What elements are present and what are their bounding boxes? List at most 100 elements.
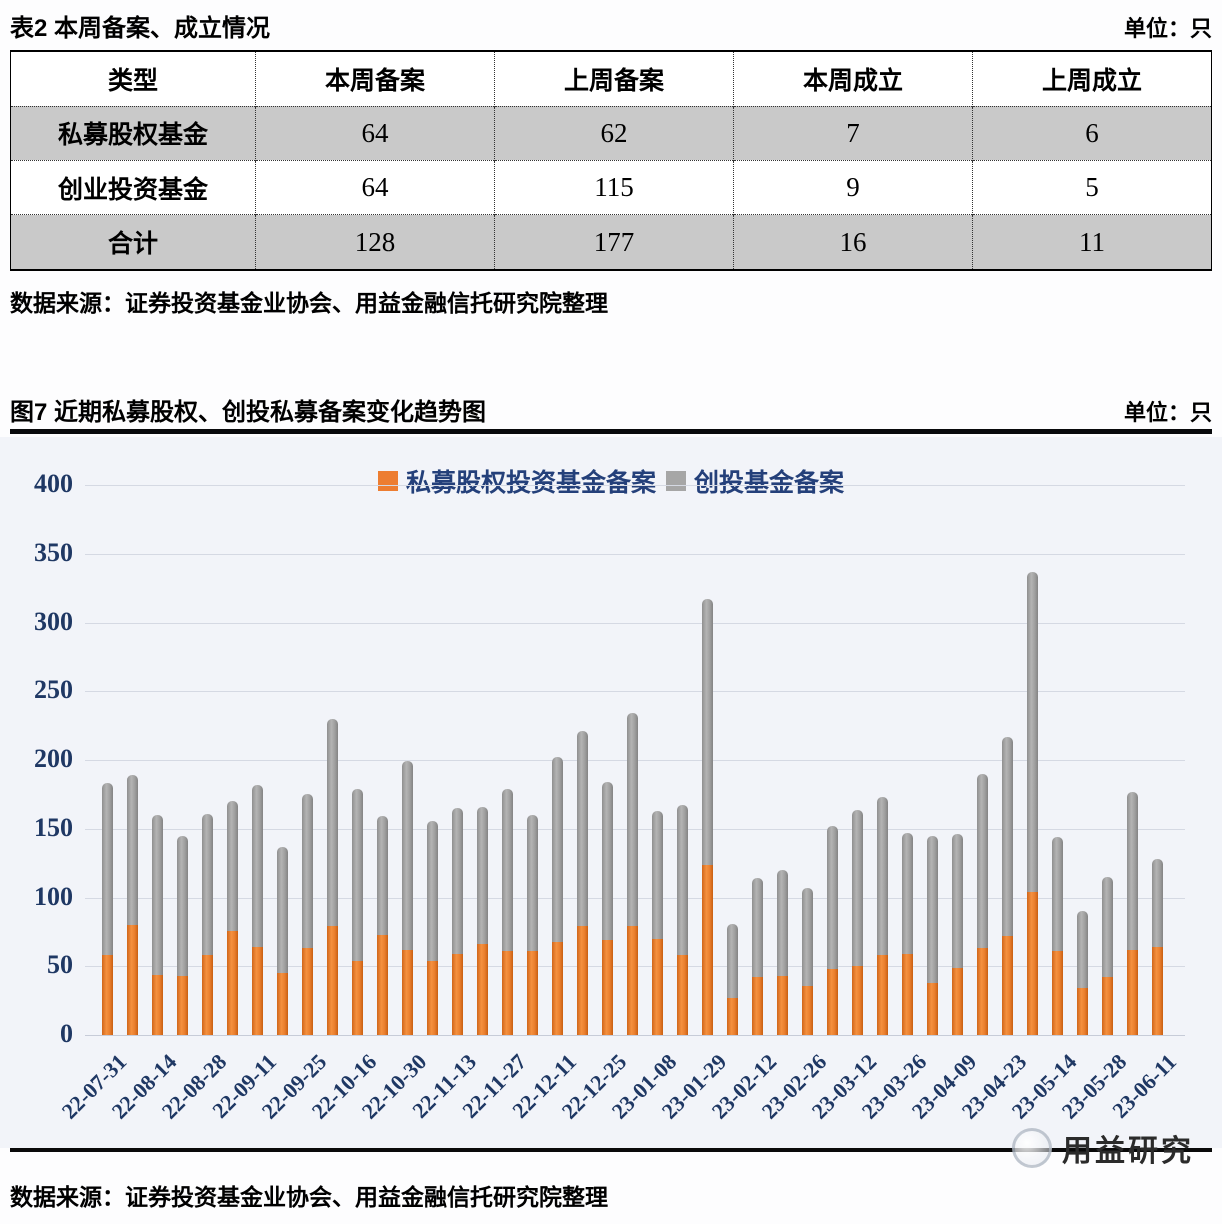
chart-source: 数据来源：证券投资基金业协会、用益金融信托研究院整理 <box>10 1184 608 1210</box>
column-header: 上周成立 <box>971 51 1212 107</box>
stacked-bar <box>1002 736 1013 1035</box>
y-axis-tick-label: 150 <box>34 812 73 842</box>
stacked-bar <box>227 801 238 1035</box>
stacked-bar <box>1027 571 1038 1035</box>
pe-fund-segment <box>952 967 963 1035</box>
vc-fund-segment <box>402 761 413 950</box>
table-header-row: 类型 本周备案 上周备案 本周成立 上周成立 <box>11 51 1212 107</box>
stacked-bar <box>977 773 988 1035</box>
vc-fund-segment <box>752 878 763 978</box>
vc-fund-segment <box>902 832 913 954</box>
table-unit-label: 单位：只 <box>1123 16 1212 41</box>
row-label: 合计 <box>10 214 256 270</box>
pe-fund-segment <box>377 934 388 1035</box>
stacked-bar <box>752 878 763 1035</box>
stacked-bar <box>702 599 713 1035</box>
y-axis-tick-label: 300 <box>34 606 73 636</box>
pe-fund-segment <box>577 926 588 1035</box>
vc-fund-segment <box>502 788 513 952</box>
pe-fund-segment <box>827 969 838 1035</box>
stacked-bar <box>677 805 688 1035</box>
stacked-bar <box>252 784 263 1035</box>
stacked-bar <box>152 815 163 1035</box>
pe-fund-segment <box>1152 947 1163 1035</box>
table-title-row: 表2 本周备案、成立情况 单位：只 <box>10 8 1212 43</box>
pe-fund-segment <box>877 955 888 1035</box>
table-row: 创业投资基金 64 115 9 5 <box>10 159 1212 215</box>
watermark: 用益研究 <box>1012 1124 1194 1172</box>
stacked-bar <box>352 788 363 1035</box>
stacked-bar <box>1052 837 1063 1035</box>
pe-fund-segment <box>202 955 213 1035</box>
y-axis-tick-label: 350 <box>34 537 73 567</box>
vc-fund-segment <box>1152 859 1163 947</box>
stacked-bar <box>277 846 288 1035</box>
vc-fund-segment <box>827 826 838 969</box>
table-cell-value: 128 <box>254 214 495 270</box>
vc-fund-segment <box>1102 876 1113 978</box>
pe-fund-segment <box>452 953 463 1035</box>
stacked-bar-chart: 私募股权投资基金备案 创投基金备案 400 350 300 250 200 150 100 50… <box>0 437 1222 1148</box>
stacked-bar <box>202 813 213 1035</box>
pe-fund-segment <box>902 953 913 1035</box>
pe-fund-segment <box>727 997 738 1035</box>
vc-fund-segment <box>552 757 563 942</box>
legend-item: 私募股权投资基金备案 <box>377 463 656 499</box>
vc-fund-segment <box>852 809 863 967</box>
table-cell-value: 115 <box>493 159 734 215</box>
y-axis-tick-label: 100 <box>34 881 73 911</box>
pe-fund-segment <box>802 985 813 1035</box>
column-header: 本周成立 <box>732 51 973 107</box>
row-label: 创业投资基金 <box>10 159 256 215</box>
vc-fund-segment <box>377 816 388 935</box>
stacked-bar <box>877 797 888 1035</box>
y-axis-tick-label: 50 <box>47 950 73 980</box>
watermark-text: 用益研究 <box>1062 1135 1194 1168</box>
vc-fund-segment <box>877 797 888 956</box>
gridline <box>85 1035 1185 1036</box>
pe-fund-segment <box>1127 949 1138 1035</box>
vc-fund-segment <box>327 718 338 927</box>
chart-title: 图7 近期私募股权、创投私募备案变化趋势图 <box>10 399 487 426</box>
pe-fund-segment <box>602 940 613 1035</box>
table-cell-value: 177 <box>493 214 734 270</box>
column-header: 本周备案 <box>254 51 495 107</box>
stacked-bar <box>127 775 138 1035</box>
column-header: 上周备案 <box>493 51 734 107</box>
pe-fund-segment <box>752 977 763 1035</box>
vc-fund-segment <box>652 810 663 939</box>
vc-fund-segment <box>302 794 313 949</box>
table-cell-value: 6 <box>971 105 1212 161</box>
vc-fund-segment <box>1127 791 1138 950</box>
stacked-bar <box>402 761 413 1035</box>
vc-fund-segment <box>352 788 363 961</box>
stacked-bar <box>852 809 863 1035</box>
stacked-bar <box>1127 791 1138 1035</box>
pe-fund-segment <box>227 930 238 1035</box>
stacked-bar <box>527 815 538 1035</box>
stacked-bar <box>577 731 588 1035</box>
stacked-bar <box>827 826 838 1035</box>
stacked-bar <box>727 923 738 1035</box>
chart-top-rule <box>10 429 1212 434</box>
column-header: 类型 <box>107 66 158 95</box>
gridline <box>85 622 1185 624</box>
pe-fund-segment <box>527 951 538 1035</box>
footer-rule <box>10 1148 1212 1152</box>
vc-fund-segment <box>1052 837 1063 952</box>
pe-fund-segment <box>177 975 188 1035</box>
vc-fund-segment <box>177 835 188 976</box>
vc-fund-segment <box>702 599 713 865</box>
chart-plot-area: 400 350 300 250 200 150 100 50 0 22-07-31 22-08-14… <box>34 469 1185 1124</box>
vc-fund-segment <box>927 835 938 983</box>
stacked-bar <box>927 835 938 1035</box>
table-cell-value: 11 <box>971 214 1212 270</box>
vc-fund-segment <box>952 834 963 968</box>
table-cell-value: 9 <box>732 159 973 215</box>
vc-fund-segment <box>127 775 138 925</box>
pe-fund-segment <box>702 864 713 1035</box>
pe-fund-segment <box>402 949 413 1035</box>
pe-fund-segment <box>352 960 363 1035</box>
chart-legend: 私募股权投资基金备案 创投基金备案 <box>0 463 1222 499</box>
vc-fund-segment <box>777 870 788 976</box>
